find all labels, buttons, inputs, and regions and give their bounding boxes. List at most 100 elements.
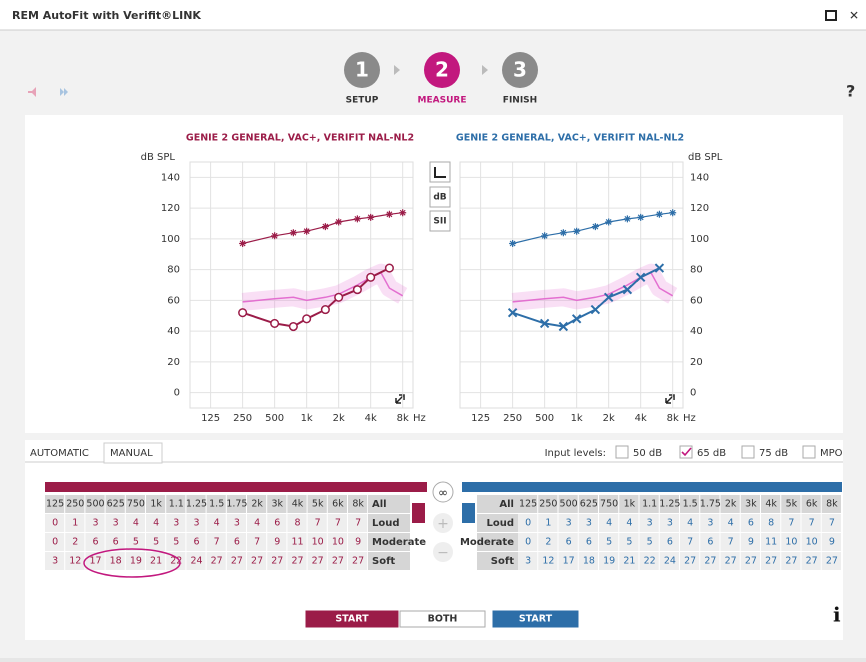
gain-cell[interactable] (125, 552, 145, 570)
gain-cell[interactable] (65, 552, 85, 570)
gain-cell[interactable] (578, 533, 598, 551)
gain-cell[interactable] (45, 514, 65, 532)
gain-cell[interactable] (287, 552, 307, 570)
gain-cell[interactable] (639, 552, 659, 570)
table-control-bar[interactable] (45, 482, 427, 492)
active-tab[interactable] (103, 442, 163, 464)
gain-cell[interactable] (45, 552, 65, 570)
gain-cell[interactable] (125, 533, 145, 551)
gain-cell[interactable] (720, 552, 740, 570)
checkbox[interactable] (615, 445, 629, 459)
gain-cell[interactable] (206, 514, 226, 532)
gain-cell[interactable] (186, 514, 206, 532)
gain-cell[interactable] (206, 533, 226, 551)
close-button[interactable]: ✕ (849, 9, 859, 23)
gain-cell[interactable] (247, 533, 267, 551)
restore-button[interactable] (825, 10, 837, 21)
row-step-button[interactable] (412, 503, 425, 523)
action-button[interactable] (399, 610, 486, 628)
gain-cell[interactable] (659, 552, 679, 570)
tab-label[interactable]: AUTOMATIC (30, 448, 89, 459)
gain-cell[interactable] (680, 533, 700, 551)
step-circle[interactable] (502, 52, 538, 88)
gain-cell[interactable] (327, 533, 347, 551)
gain-cell[interactable] (599, 533, 619, 551)
minus-button[interactable] (433, 542, 453, 562)
expand-icon[interactable] (395, 394, 405, 404)
gain-cell[interactable] (578, 552, 598, 570)
gain-cell[interactable] (348, 514, 368, 532)
gain-cell[interactable] (327, 514, 347, 532)
gain-cell[interactable] (206, 552, 226, 570)
gain-cell[interactable] (720, 514, 740, 532)
gain-cell[interactable] (186, 552, 206, 570)
gain-cell[interactable] (740, 552, 760, 570)
plus-button[interactable] (433, 513, 453, 533)
gain-cell[interactable] (125, 514, 145, 532)
gain-cell[interactable] (348, 533, 368, 551)
gain-cell[interactable] (558, 552, 578, 570)
gain-cell[interactable] (558, 533, 578, 551)
gain-cell[interactable] (267, 514, 287, 532)
gain-cell[interactable] (558, 514, 578, 532)
gain-cell[interactable] (166, 533, 186, 551)
help-button[interactable]: ? (846, 82, 855, 101)
gain-cell[interactable] (65, 533, 85, 551)
gain-cell[interactable] (821, 552, 841, 570)
step-circle[interactable] (344, 52, 380, 88)
gain-cell[interactable] (720, 533, 740, 551)
gain-cell[interactable] (105, 514, 125, 532)
gain-cell[interactable] (307, 533, 327, 551)
gain-cell[interactable] (680, 552, 700, 570)
gain-cell[interactable] (801, 552, 821, 570)
gain-cell[interactable] (619, 552, 639, 570)
gain-cell[interactable] (599, 552, 619, 570)
gain-cell[interactable] (85, 514, 105, 532)
gain-cell[interactable] (639, 514, 659, 532)
checkbox[interactable] (802, 445, 816, 459)
gain-cell[interactable] (619, 533, 639, 551)
gain-cell[interactable] (781, 514, 801, 532)
gain-cell[interactable] (781, 552, 801, 570)
expand-icon[interactable] (665, 394, 675, 404)
gain-cell[interactable] (226, 533, 246, 551)
info-button[interactable]: i (833, 603, 841, 627)
gain-cell[interactable] (146, 552, 166, 570)
gain-cell[interactable] (186, 533, 206, 551)
gain-cell[interactable] (226, 552, 246, 570)
gain-cell[interactable] (801, 514, 821, 532)
gain-cell[interactable] (740, 514, 760, 532)
gain-cell[interactable] (761, 533, 781, 551)
gain-cell[interactable] (761, 514, 781, 532)
gain-cell[interactable] (518, 514, 538, 532)
gain-cell[interactable] (267, 552, 287, 570)
step-circle[interactable] (424, 52, 460, 88)
gain-cell[interactable] (247, 552, 267, 570)
gain-cell[interactable] (761, 552, 781, 570)
checkbox[interactable] (679, 445, 693, 459)
gain-cell[interactable] (226, 514, 246, 532)
gain-cell[interactable] (538, 552, 558, 570)
gain-cell[interactable] (85, 533, 105, 551)
gain-cell[interactable] (166, 514, 186, 532)
gain-cell[interactable] (619, 514, 639, 532)
db-button[interactable] (429, 186, 451, 208)
gain-cell[interactable] (578, 514, 598, 532)
gain-cell[interactable] (105, 552, 125, 570)
gain-cell[interactable] (287, 533, 307, 551)
gain-cell[interactable] (45, 533, 65, 551)
sii-button[interactable] (429, 210, 451, 232)
gain-cell[interactable] (307, 514, 327, 532)
gain-cell[interactable] (821, 514, 841, 532)
gain-cell[interactable] (146, 533, 166, 551)
gain-cell[interactable] (639, 533, 659, 551)
gain-cell[interactable] (247, 514, 267, 532)
gain-cell[interactable] (700, 533, 720, 551)
gain-cell[interactable] (680, 514, 700, 532)
link-button[interactable] (432, 481, 454, 503)
gain-cell[interactable] (287, 514, 307, 532)
gain-cell[interactable] (518, 533, 538, 551)
gain-cell[interactable] (781, 533, 801, 551)
gain-cell[interactable] (65, 514, 85, 532)
gain-cell[interactable] (801, 533, 821, 551)
